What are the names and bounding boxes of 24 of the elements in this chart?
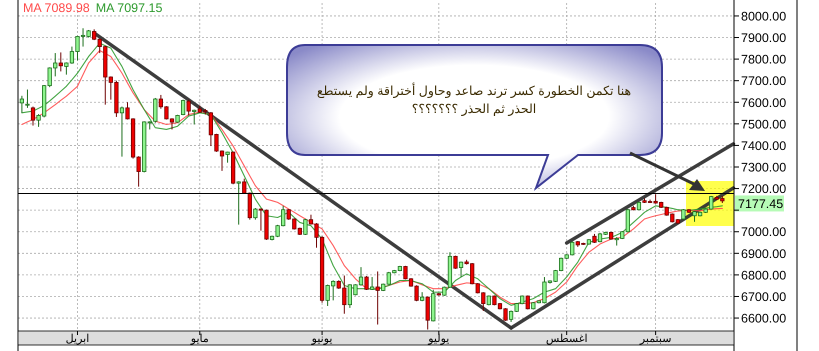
- x-tick-label: اغسطس: [546, 333, 588, 345]
- y-tick-label: 6600.00: [741, 312, 786, 326]
- x-tick-label: يوليو: [427, 333, 450, 345]
- y-tick-label: 6700.00: [741, 290, 786, 304]
- x-tick-label: يونيو: [310, 333, 332, 345]
- y-tick-label: 8000.00: [741, 9, 786, 24]
- y-tick-label: 7600.00: [741, 96, 786, 110]
- x-tick-label: ابريل: [66, 333, 90, 345]
- text: MA 7097.15: [96, 1, 162, 15]
- y-tick-label: 7500.00: [741, 117, 786, 132]
- annotation: هنا تكمن الخطورة كسر ترند صاعد وحاول أختراقة ولم يستطع الحذر ثم الحذر ؟؟؟؟؟؟؟: [316, 82, 632, 117]
- y-tick-label: 7400.00: [741, 138, 786, 153]
- ref-line-label: 7177.45: [738, 196, 784, 211]
- y-tick-label: 7300.00: [741, 160, 786, 174]
- y-tick-label: 6900.00: [741, 246, 786, 261]
- y-tick-label: 7800.00: [741, 52, 786, 67]
- y-tick-label: 7900.00: [741, 31, 786, 46]
- y-tick-label: 7000.00: [741, 225, 786, 240]
- text: MA 7089.98: [23, 1, 90, 15]
- y-tick-label: 7700.00: [741, 74, 786, 88]
- y-tick-label: 7200.00: [741, 182, 786, 196]
- y-tick-label: 6800.00: [741, 268, 786, 282]
- x-tick-label: سبتمبر: [638, 333, 672, 345]
- x-tick-label: مايو: [190, 333, 209, 345]
